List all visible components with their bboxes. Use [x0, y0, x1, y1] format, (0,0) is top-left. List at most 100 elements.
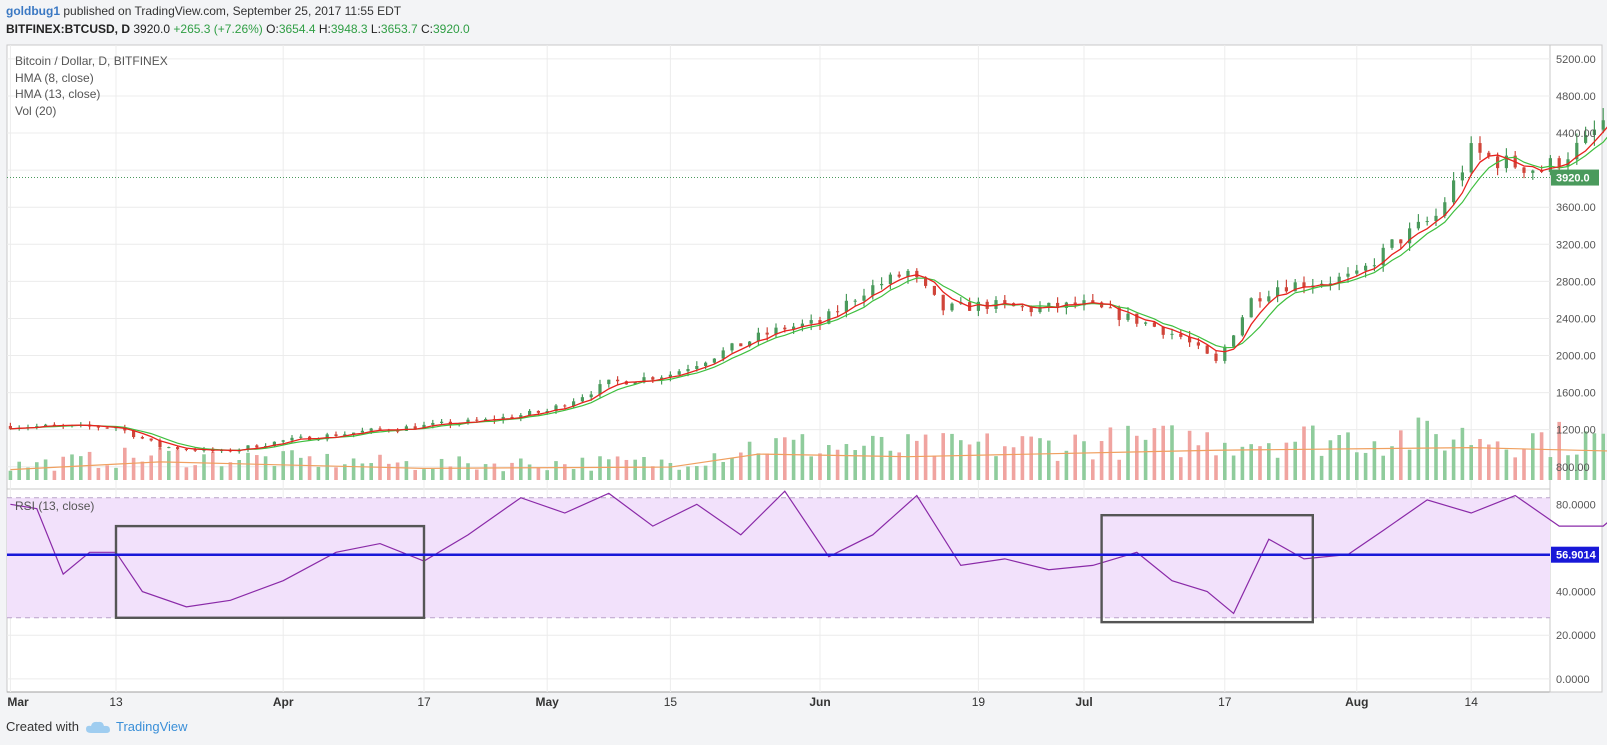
- author-link[interactable]: goldbug1: [6, 4, 60, 18]
- publish-text: published on TradingView.com, September …: [63, 4, 402, 18]
- volume-bar: [1460, 427, 1465, 480]
- volume-bar: [158, 447, 162, 480]
- price-tick-label: 2000.00: [1556, 351, 1596, 363]
- rsi-line: [10, 490, 1607, 615]
- rsi-highlight-box[interactable]: [114, 524, 426, 619]
- candle-body: [1135, 313, 1139, 324]
- volume-bar: [994, 456, 998, 480]
- volume-bar: [96, 467, 101, 480]
- rsi-legend[interactable]: RSI (13, close): [15, 499, 95, 513]
- close-label: C:: [420, 22, 433, 36]
- chart-legend: Bitcoin / Dollar, D, BITFINEX HMA (8, cl…: [15, 53, 168, 119]
- volume-bar: [219, 466, 224, 480]
- volume-bar: [677, 469, 681, 480]
- candle-body: [1337, 276, 1341, 284]
- candle-body: [510, 416, 514, 419]
- rsi-tick-label: 40.0000: [1556, 587, 1596, 599]
- volume-bar: [809, 456, 813, 480]
- time-tick-label: May: [536, 695, 560, 709]
- time-tick-label: 17: [417, 695, 431, 709]
- candle-body: [1469, 143, 1473, 173]
- volume-bar: [492, 463, 497, 480]
- candle-body: [132, 430, 136, 438]
- candle-body: [158, 440, 162, 448]
- volume-bar: [1249, 444, 1253, 480]
- candle-body: [440, 421, 444, 423]
- price-pane[interactable]: [6, 44, 1551, 490]
- volume-bar: [818, 453, 822, 480]
- volume-bar: [695, 466, 699, 480]
- candle-body: [1460, 172, 1464, 181]
- candle-body: [809, 320, 813, 324]
- volume-bar: [800, 434, 805, 480]
- volume-bar: [369, 463, 373, 480]
- volume-bar: [1539, 432, 1544, 480]
- volume-bar: [923, 434, 928, 480]
- volume-bar: [1328, 440, 1333, 480]
- volume-bar: [1372, 441, 1377, 480]
- candle-body: [343, 434, 347, 437]
- volume-bar: [431, 468, 435, 480]
- volume-bar: [1495, 441, 1500, 480]
- volume-bar: [422, 469, 426, 480]
- volume-bar: [598, 456, 602, 480]
- volume-bar: [765, 453, 769, 480]
- candle-body: [880, 283, 884, 286]
- volume-bar: [483, 464, 488, 480]
- candle-body: [52, 424, 56, 426]
- candle-body: [730, 343, 734, 351]
- candle-body: [1117, 307, 1121, 320]
- volume-bar: [712, 453, 717, 480]
- legend-vol[interactable]: Vol (20): [15, 103, 57, 118]
- volume-bar: [1311, 425, 1315, 480]
- volume-bar: [1267, 443, 1271, 480]
- candle-body: [369, 428, 373, 431]
- candle-body: [528, 410, 532, 416]
- legend-title[interactable]: Bitcoin / Dollar, D, BITFINEX: [15, 54, 168, 68]
- candle-body: [1170, 333, 1174, 335]
- volume-bar: [1152, 428, 1157, 480]
- price-axis-bg[interactable]: [1549, 44, 1603, 693]
- candle-body: [1091, 300, 1095, 303]
- rsi-highlight-box[interactable]: [1100, 513, 1314, 624]
- symbol-label[interactable]: BITFINEX:BTCUSD, D: [6, 22, 130, 36]
- candle-body: [334, 434, 338, 437]
- volume-bar: [554, 461, 558, 480]
- candle-body: [844, 300, 848, 312]
- volume-bar: [774, 438, 778, 480]
- candle-body: [897, 274, 901, 277]
- volume-bar: [175, 449, 180, 480]
- volume-bar: [1293, 441, 1297, 480]
- legend-hma8[interactable]: HMA (8, close): [15, 70, 94, 85]
- candle-body: [1232, 335, 1236, 347]
- volume-bar: [1319, 455, 1324, 480]
- candle-body: [1144, 322, 1148, 324]
- volume-bar: [1029, 436, 1033, 480]
- volume-bar: [61, 456, 65, 480]
- volume-bar: [281, 451, 285, 480]
- candle-body: [1372, 265, 1376, 267]
- legend-hma13[interactable]: HMA (13, close): [15, 87, 101, 101]
- high-label: H:: [318, 22, 331, 36]
- volume-bar: [395, 462, 400, 480]
- volume-bar: [1099, 441, 1104, 480]
- volume-bar: [334, 467, 338, 480]
- candle-body: [1531, 170, 1535, 173]
- candle-body: [1223, 346, 1227, 361]
- time-tick-label: Aug: [1345, 695, 1368, 709]
- candle-body: [96, 426, 100, 428]
- candle-body: [1073, 302, 1077, 306]
- candle-body: [598, 384, 602, 395]
- volume-bar: [1161, 425, 1165, 480]
- candle-body: [1425, 221, 1429, 223]
- volume-bar: [1117, 459, 1121, 480]
- volume-bar: [589, 470, 593, 480]
- candle-body: [915, 270, 919, 278]
- tradingview-link[interactable]: TradingView: [85, 719, 188, 734]
- volume-bar: [263, 456, 268, 480]
- candle-body: [1047, 302, 1051, 307]
- volume-bar: [1038, 438, 1042, 480]
- volume-bar: [1399, 430, 1403, 480]
- volume-bar: [1020, 436, 1025, 480]
